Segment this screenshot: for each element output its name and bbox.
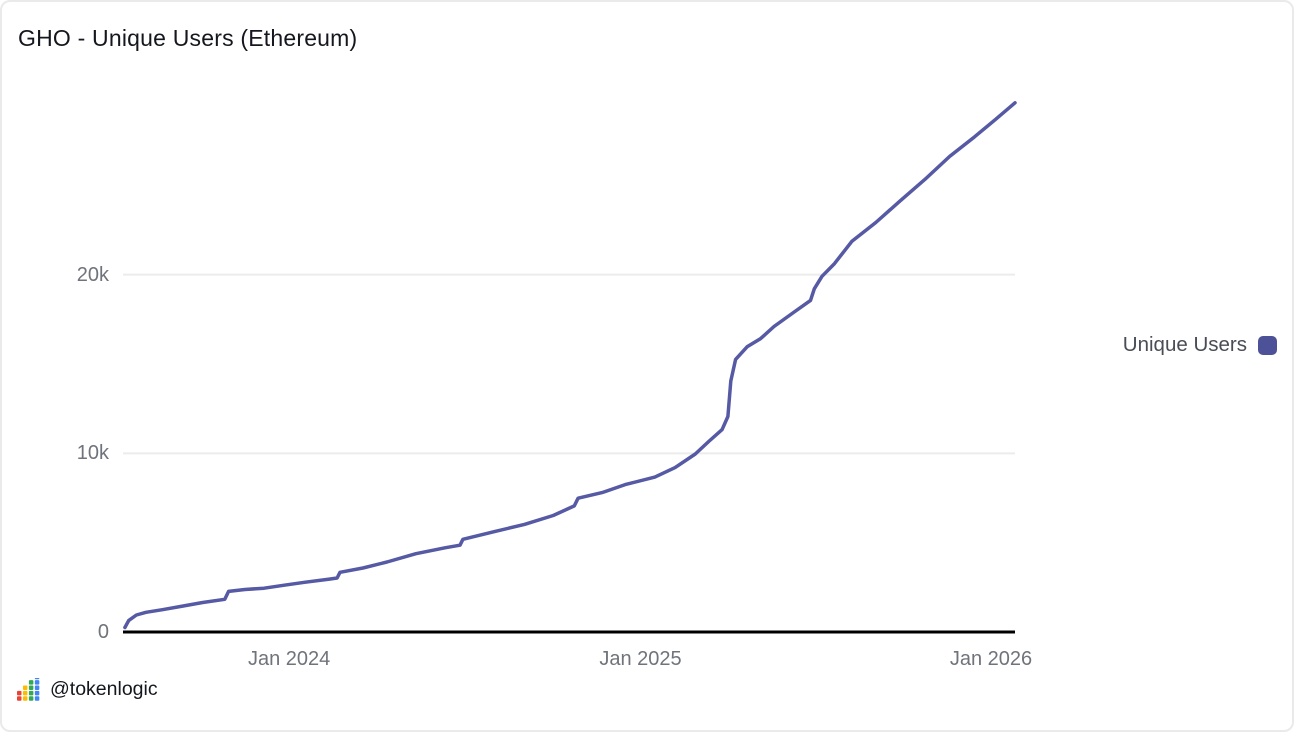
legend-item-unique-users[interactable]: Unique Users [1123,333,1277,357]
logo-block [34,678,40,680]
logo-block [28,696,34,701]
tokenlogic-logo-icon [17,678,40,701]
logo-block [22,696,28,701]
x-tick-label-jan-2024: Jan 2024 [247,648,331,670]
logo-block [28,690,34,696]
series-line-unique-users [123,101,1017,630]
logo-block [22,690,28,696]
attribution: @tokenlogic [17,678,158,701]
logo-block [34,696,40,701]
logo-block [17,696,22,701]
x-tick-label-jan-2026: Jan 2026 [949,648,1033,670]
y-tick-label-10k: 10k [76,442,109,465]
chart-title: GHO - Unique Users (Ethereum) [18,25,358,51]
logo-block [28,685,34,690]
logo-block [34,685,40,690]
attribution-handle: @tokenlogic [50,678,158,700]
legend-marker-swatch [1258,335,1277,355]
legend-label: Unique Users [1122,333,1247,356]
x-tick-label-jan-2025: Jan 2025 [599,648,682,670]
logo-block [22,685,28,690]
logo-block [17,690,22,696]
y-tick-label-20k: 20k [76,263,109,286]
y-tick-label-0: 0 [97,621,109,643]
logo-block [34,690,40,696]
logo-block [28,680,34,685]
logo-block [34,680,40,685]
